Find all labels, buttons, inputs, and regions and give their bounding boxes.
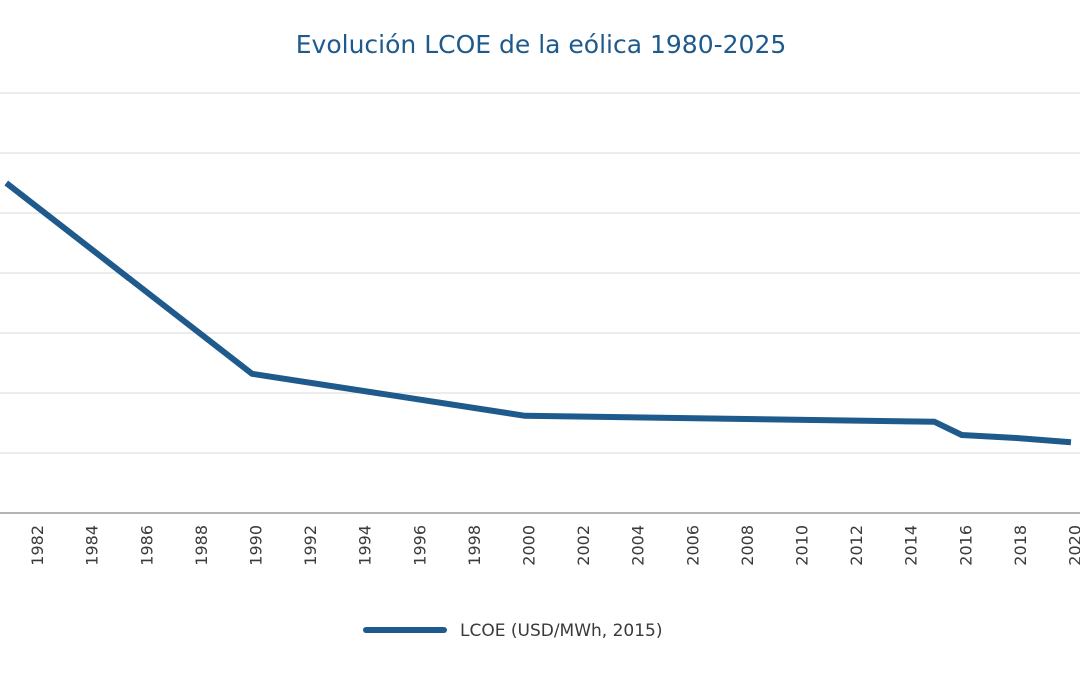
x-tick-label: 1988 [192, 525, 211, 566]
x-tick-label: 2006 [683, 525, 702, 566]
x-tick-label: 2008 [738, 525, 757, 566]
x-tick-label: 2000 [519, 525, 538, 566]
x-tick-label: 1996 [410, 525, 429, 566]
x-tick-label: 1998 [465, 525, 484, 566]
x-tick-label: 2020 [1065, 525, 1080, 566]
x-tick-label: 1982 [28, 525, 47, 566]
x-tick-label: 2002 [574, 525, 593, 566]
x-tick-label: 1986 [137, 525, 156, 566]
x-tick-label: 1994 [356, 525, 375, 566]
x-tick-label: 2018 [1011, 525, 1030, 566]
x-tick-label: 1984 [83, 525, 102, 566]
legend-label: LCOE (USD/MWh, 2015) [460, 621, 663, 641]
x-tick-label: 1992 [301, 525, 320, 566]
chart-title: Evolución LCOE de la eólica 1980-2025 [296, 30, 787, 59]
x-tick-label: 2014 [902, 525, 921, 566]
x-tick-label: 2010 [792, 525, 811, 566]
x-tick-label: 2016 [956, 525, 975, 566]
x-tick-label: 2004 [629, 525, 648, 566]
x-tick-label: 2012 [847, 525, 866, 566]
x-tick-label: 1990 [246, 525, 265, 566]
data-line [4, 180, 1072, 446]
